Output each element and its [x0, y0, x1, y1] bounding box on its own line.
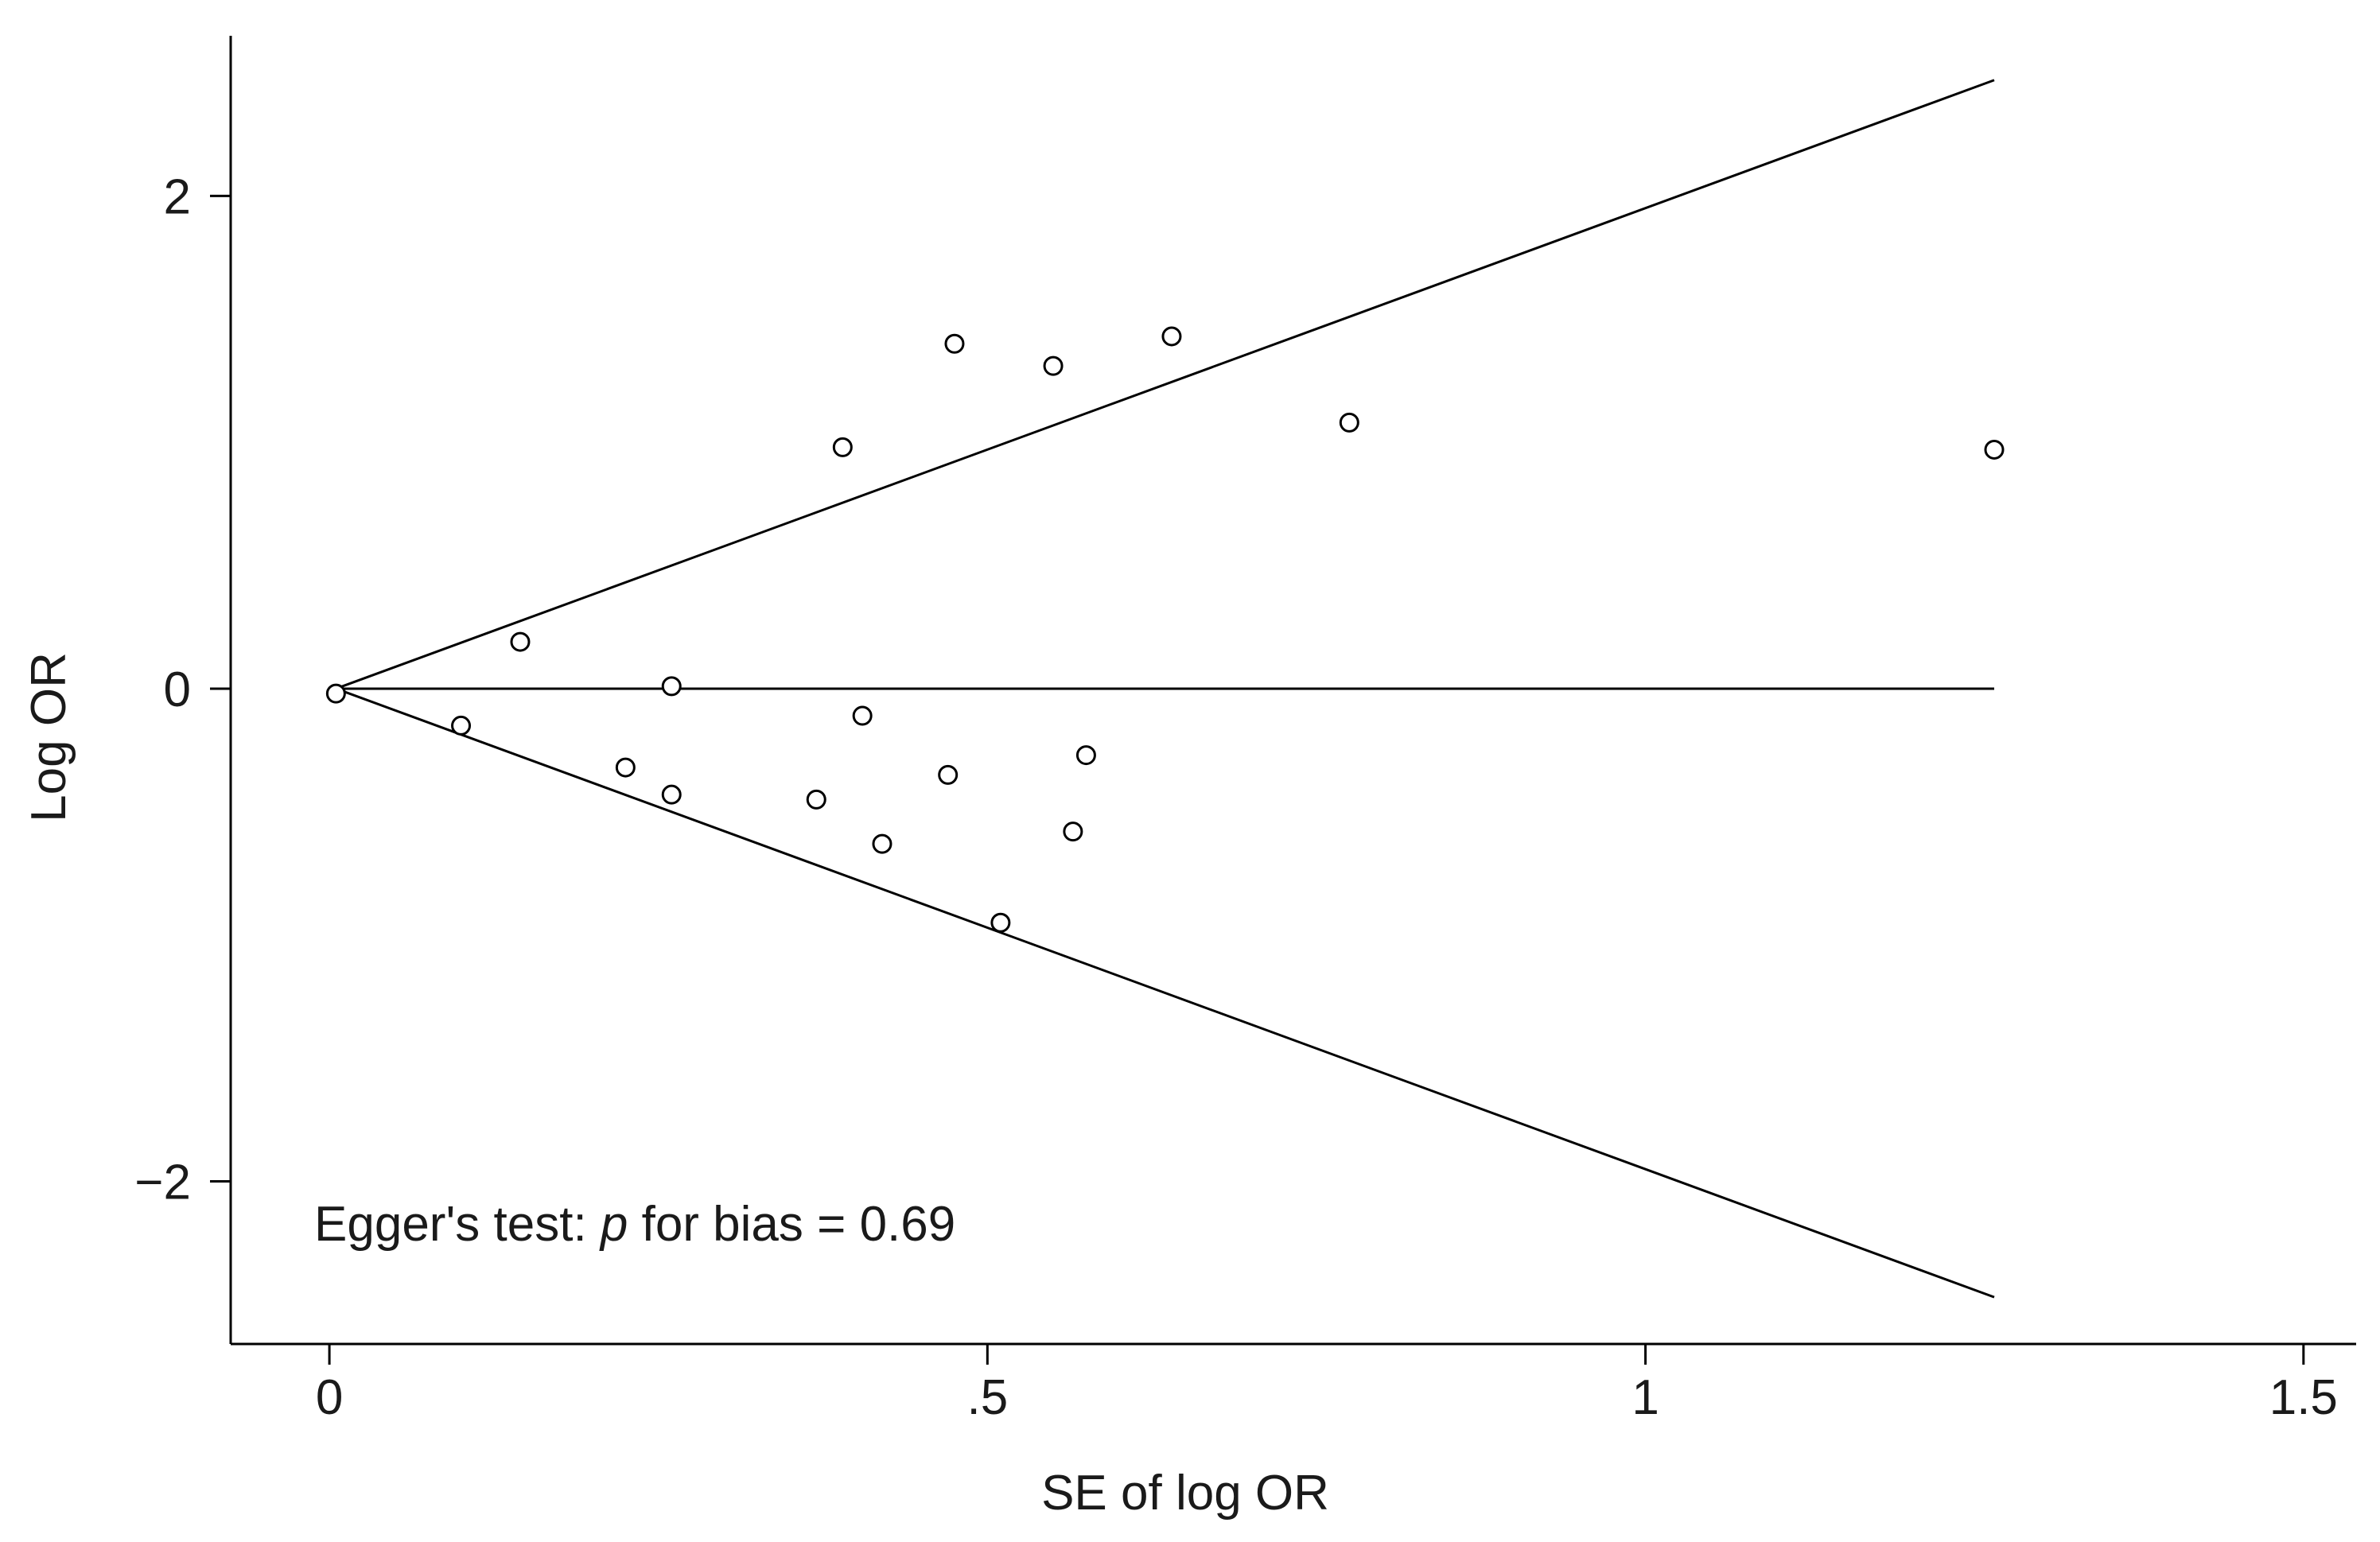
data-point	[510, 631, 531, 652]
data-point	[1984, 439, 2005, 460]
data-point	[661, 784, 682, 805]
x-ticks: 0 .5 1 1.5	[316, 1344, 2338, 1425]
data-points	[325, 326, 2005, 933]
data-point	[872, 833, 892, 854]
lower-confidence-limit-line	[335, 687, 1995, 1299]
data-point	[806, 789, 826, 810]
y-ticks: 2 0 −2	[134, 169, 231, 1210]
data-point	[1161, 326, 1182, 347]
y-tick-label: 2	[164, 169, 191, 224]
x-tick-label: 1.5	[2269, 1370, 2338, 1425]
y-tick-label: −2	[134, 1156, 191, 1210]
axes	[229, 36, 2356, 1346]
y-tick-label: 0	[164, 662, 191, 717]
annotation-p-symbol: p	[599, 1197, 628, 1252]
x-tick-label: .5	[966, 1370, 1008, 1425]
data-point	[1075, 745, 1096, 766]
data-point	[1339, 412, 1359, 433]
data-point	[451, 715, 472, 736]
funnel-lines	[335, 79, 1995, 1299]
data-point	[852, 705, 873, 726]
data-point	[938, 764, 959, 785]
annotation-prefix: Egger's test:	[314, 1197, 601, 1252]
data-point	[990, 912, 1011, 933]
x-tick-label: 0	[316, 1370, 343, 1425]
data-point	[1043, 355, 1064, 376]
annotation-suffix: for bias = 0.69	[628, 1197, 955, 1252]
x-tick-label: 1	[1631, 1370, 1659, 1425]
data-point	[325, 683, 346, 704]
x-axis-label: SE of log OR	[1041, 1466, 1329, 1521]
egger-test-annotation: Egger's test: p for bias = 0.69	[314, 1197, 955, 1252]
data-point	[661, 676, 682, 697]
data-point	[832, 437, 853, 457]
y-axis-label: Log OR	[21, 652, 76, 822]
upper-confidence-limit-line	[335, 79, 1995, 690]
data-point	[615, 757, 636, 778]
data-point	[1063, 821, 1083, 842]
data-point	[944, 333, 965, 354]
